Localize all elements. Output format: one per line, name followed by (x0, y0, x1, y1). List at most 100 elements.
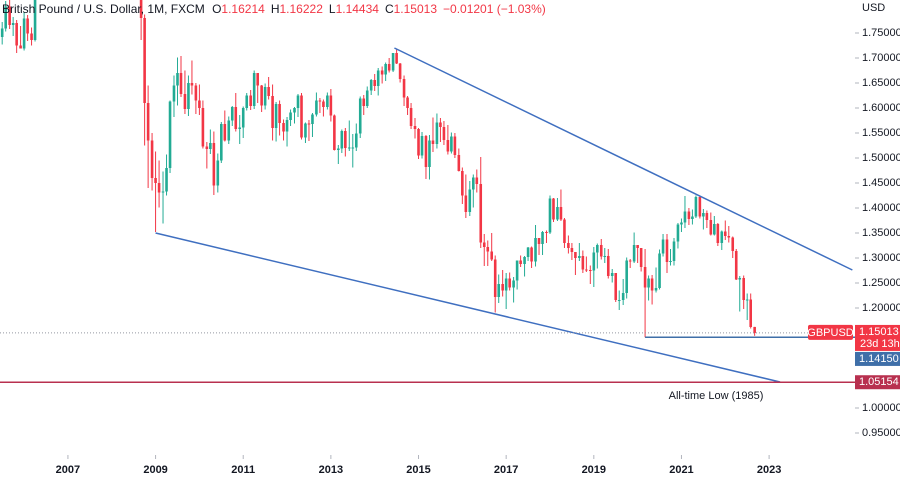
level-label: 1.05154 (859, 376, 899, 388)
candle-body (610, 273, 614, 276)
candle-body (384, 64, 387, 75)
candle-body (293, 108, 296, 113)
ohlc-value: 1.16214 (221, 2, 265, 16)
y-tick-label: 1.20000 (862, 302, 900, 314)
candle-body (650, 278, 654, 291)
candle-body (326, 95, 329, 107)
candle-body (238, 127, 242, 129)
candle-body (676, 224, 680, 242)
candle-body (581, 256, 585, 270)
candle-body (263, 87, 267, 106)
candle-body (603, 256, 607, 257)
y-tick-label: 1.55000 (862, 127, 900, 139)
candle-body (278, 104, 281, 123)
plot-area (0, 0, 855, 383)
candle-body (442, 127, 446, 140)
candle-body (585, 269, 588, 271)
candle-body (545, 232, 548, 233)
candle-body (632, 245, 636, 262)
candle-body (22, 18, 26, 49)
candle-body (329, 95, 333, 116)
candle-body (512, 280, 515, 288)
candle-body (643, 267, 647, 288)
candle-body (183, 94, 187, 109)
candle-body (347, 147, 351, 149)
candle-body (749, 299, 752, 327)
candle-body (475, 177, 479, 184)
candle-body (373, 80, 376, 86)
candle-body (709, 220, 713, 235)
candle-body (300, 95, 303, 138)
symbol-badge (808, 324, 853, 340)
candle-body (647, 278, 650, 288)
x-tick-label: 2011 (231, 464, 255, 476)
candle-body (680, 222, 683, 225)
candle-body (344, 131, 347, 148)
candle-body (694, 197, 698, 217)
candle-body (216, 160, 220, 186)
y-tick-label: 1.45000 (862, 177, 900, 189)
candle-body (304, 123, 307, 138)
candle-body (446, 140, 450, 152)
candle-body (289, 112, 292, 120)
candle-body (26, 18, 29, 34)
candle-body (245, 95, 249, 108)
candle-body (526, 247, 530, 257)
ohlc-key: H (270, 2, 280, 16)
candle-body (420, 136, 424, 156)
candle-body (578, 256, 581, 258)
candle-body (523, 257, 526, 264)
candle-body (157, 183, 161, 193)
candle-body (322, 101, 325, 107)
candle-body (486, 247, 490, 252)
candle-body (413, 126, 417, 129)
candle-body (713, 224, 716, 235)
ohlc-value: 1.14434 (335, 2, 379, 16)
candle-body (617, 300, 621, 301)
candle-body (249, 95, 252, 106)
candle-body (333, 115, 336, 150)
candle-body (209, 143, 212, 149)
candle-body (391, 53, 395, 71)
candle-body (490, 251, 494, 260)
candle-body (176, 73, 179, 86)
candle-body (230, 107, 234, 121)
candle-body (33, 0, 37, 40)
candle-body (515, 260, 519, 281)
y-tick-label: 1.40000 (862, 202, 900, 214)
candle-body (260, 85, 263, 106)
candle-body (15, 23, 18, 46)
x-tick-label: 2017 (494, 464, 518, 476)
ohlc-value: 1.16222 (279, 2, 323, 16)
candle-body (636, 245, 639, 248)
annotation: All-time Low (1985) (669, 390, 764, 402)
candle-body (190, 83, 194, 86)
candle-body (501, 284, 504, 291)
candle-body (424, 136, 428, 167)
candle-body (143, 18, 146, 103)
candle-body (753, 326, 756, 333)
x-tick-label: 2021 (669, 464, 693, 476)
candle-body (212, 143, 216, 186)
candle-body (537, 238, 541, 244)
candle-body (614, 273, 618, 300)
candle-body (606, 256, 610, 276)
candle-body (567, 243, 570, 248)
symbol-label: GBPUSD (807, 327, 854, 339)
change: −0.01201 (−1.03%) (443, 2, 546, 16)
candle-body (398, 63, 402, 79)
candle-body (596, 245, 599, 253)
trendline (394, 47, 853, 271)
candle-body (282, 123, 285, 132)
candle-body (198, 100, 201, 108)
candle-body (431, 140, 435, 144)
candle-body (365, 90, 369, 106)
candle-body (665, 239, 669, 262)
candle-body (541, 232, 544, 244)
candle-body (428, 140, 431, 167)
candle-body (194, 85, 198, 101)
ohlc-value: 1.15013 (393, 2, 438, 16)
candle-body (508, 278, 511, 288)
candle-body (691, 216, 694, 219)
